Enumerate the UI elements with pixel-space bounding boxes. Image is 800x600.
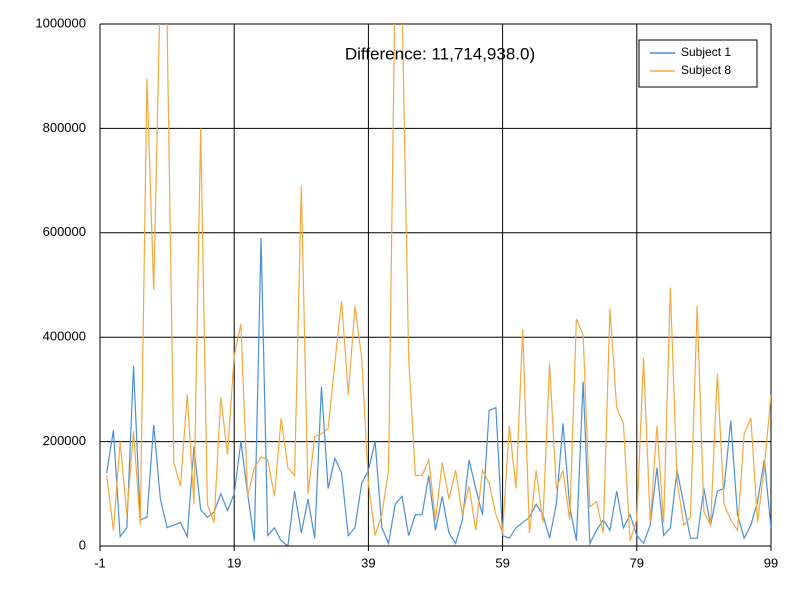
x-tick-label: 79 — [630, 555, 644, 570]
y-tick-label: 400000 — [43, 329, 86, 344]
x-tick-label: -1 — [94, 555, 106, 570]
x-tick-label: 39 — [361, 555, 375, 570]
y-tick-label: 200000 — [43, 433, 86, 448]
x-tick-label: 19 — [227, 555, 241, 570]
legend-box — [638, 39, 758, 88]
y-tick-label: 600000 — [43, 224, 86, 239]
x-tick-label: 99 — [764, 555, 778, 570]
y-tick-label: 800000 — [43, 120, 86, 135]
annotation: Difference: 11,714,938.0) — [345, 44, 535, 63]
legend-label: Subject 8 — [681, 63, 731, 77]
series-line — [106, 24, 771, 541]
y-tick-label: 0 — [79, 537, 86, 552]
legend: Subject 1 Subject 8 — [638, 39, 758, 88]
x-tick-label: 59 — [495, 555, 509, 570]
plot-area — [106, 24, 771, 546]
series-line — [106, 238, 771, 546]
y-tick-label: 1000000 — [35, 15, 86, 30]
grid — [99, 23, 772, 547]
legend-label: Subject 1 — [681, 45, 731, 59]
